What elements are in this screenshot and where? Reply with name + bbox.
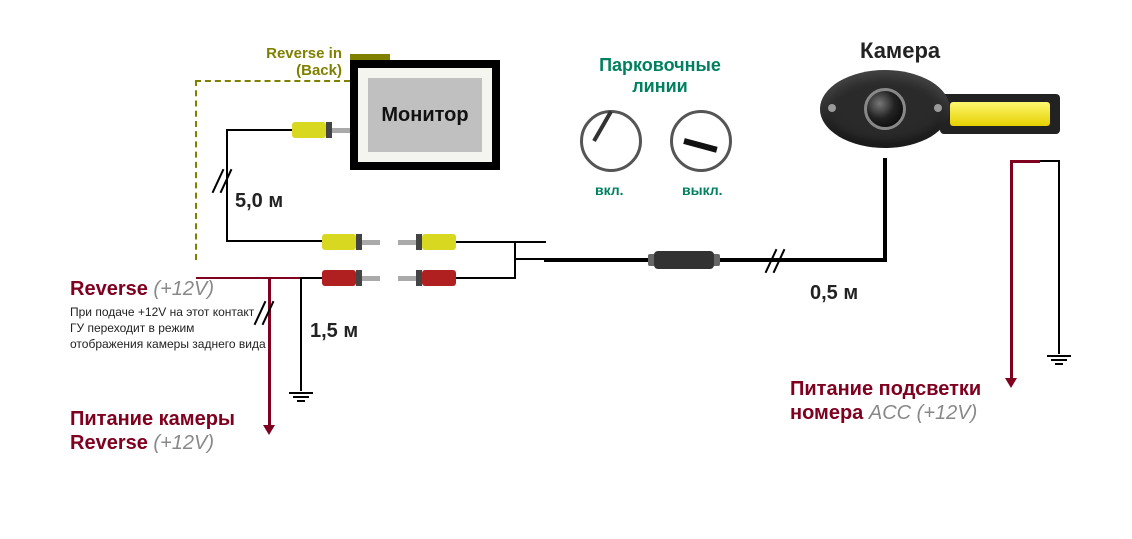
barrel-inline bbox=[654, 251, 714, 269]
note-line3: отображения камеры заднего вида bbox=[70, 336, 266, 352]
wire-cam-ground-h bbox=[300, 277, 322, 279]
wire-post-barrel bbox=[720, 258, 885, 262]
camera-lens bbox=[864, 88, 906, 130]
note-line2: ГУ переходит в режим bbox=[70, 320, 194, 336]
break-0-5m bbox=[770, 248, 790, 274]
label-length-5m: 5,0 м bbox=[235, 190, 283, 213]
dial-off bbox=[670, 110, 732, 172]
rca-red-male-left bbox=[322, 270, 380, 286]
wire-plate-power-v bbox=[1010, 160, 1013, 380]
ground-plate bbox=[1045, 340, 1073, 365]
camera-screw-right bbox=[934, 104, 942, 112]
label-plate-power-2-word: номера bbox=[790, 402, 863, 424]
break-1-5m bbox=[259, 300, 279, 326]
label-camera: Камера bbox=[860, 38, 940, 64]
label-reverse-in: Reverse in bbox=[247, 45, 342, 62]
arrow-cam-power bbox=[263, 425, 275, 435]
rca-red-female-right bbox=[398, 270, 456, 286]
wire-y-red bbox=[456, 277, 516, 279]
label-plate-power-1: Питание подсветки bbox=[790, 378, 981, 401]
wire-pre-barrel bbox=[544, 258, 654, 262]
label-reverse-in-back: (Back) bbox=[247, 62, 342, 79]
label-cam-power-2: Reverse (+12V) bbox=[70, 432, 214, 455]
wire-plate-power-h bbox=[1010, 160, 1040, 163]
wire-plate-ground-v bbox=[1058, 160, 1060, 340]
label-cam-power-2-word: Reverse bbox=[70, 432, 148, 454]
label-plate-power-2: номера ACC (+12V) bbox=[790, 402, 977, 425]
wire-monitor-rca-h bbox=[226, 129, 292, 131]
rca-yellow-female-right bbox=[398, 234, 456, 250]
monitor-block: Монитор bbox=[350, 60, 500, 170]
wire-y-to-main bbox=[514, 258, 546, 260]
dial-on bbox=[580, 110, 642, 172]
wire-reverse-in-h bbox=[195, 80, 350, 82]
camera-unit bbox=[820, 70, 1070, 160]
wire-reverse-in-v bbox=[195, 80, 197, 260]
wire-plate-ground-h bbox=[1040, 160, 1060, 162]
ground-cam bbox=[287, 377, 315, 402]
wire-to-pair-h bbox=[226, 240, 322, 242]
label-length-0-5m: 0,5 м bbox=[810, 282, 858, 305]
label-cam-power-1: Питание камеры bbox=[70, 408, 235, 431]
label-reverse-12v-suffix: (+12V) bbox=[153, 278, 214, 300]
wire-y-join-v bbox=[514, 241, 516, 279]
label-dial-on: вкл. bbox=[595, 182, 624, 198]
label-length-1-5m: 1,5 м bbox=[310, 320, 358, 343]
label-reverse-12v-word: Reverse bbox=[70, 278, 148, 300]
label-dial-off: выкл. bbox=[682, 182, 723, 198]
wire-y-yellow bbox=[456, 241, 546, 243]
rca-yellow-male-left bbox=[322, 234, 380, 250]
note-line1: При подаче +12V на этот контакт bbox=[70, 304, 254, 320]
wire-cam-ground-v bbox=[300, 277, 302, 377]
monitor-screen: Монитор bbox=[368, 78, 482, 152]
rca-yellow-to-monitor bbox=[292, 122, 350, 138]
plate-light bbox=[940, 94, 1060, 134]
wire-camera-drop bbox=[883, 158, 887, 262]
break-5m bbox=[217, 168, 237, 194]
label-plate-power-2-mid: ACC bbox=[869, 402, 911, 424]
label-reverse-12v: Reverse (+12V) bbox=[70, 278, 214, 301]
arrow-plate-power bbox=[1005, 378, 1017, 388]
label-cam-power-2-suffix: (+12V) bbox=[153, 432, 214, 454]
camera-screw-left bbox=[828, 104, 836, 112]
label-plate-power-2-suffix: (+12V) bbox=[917, 402, 978, 424]
label-parking-lines: Парковочные линии bbox=[575, 55, 745, 97]
